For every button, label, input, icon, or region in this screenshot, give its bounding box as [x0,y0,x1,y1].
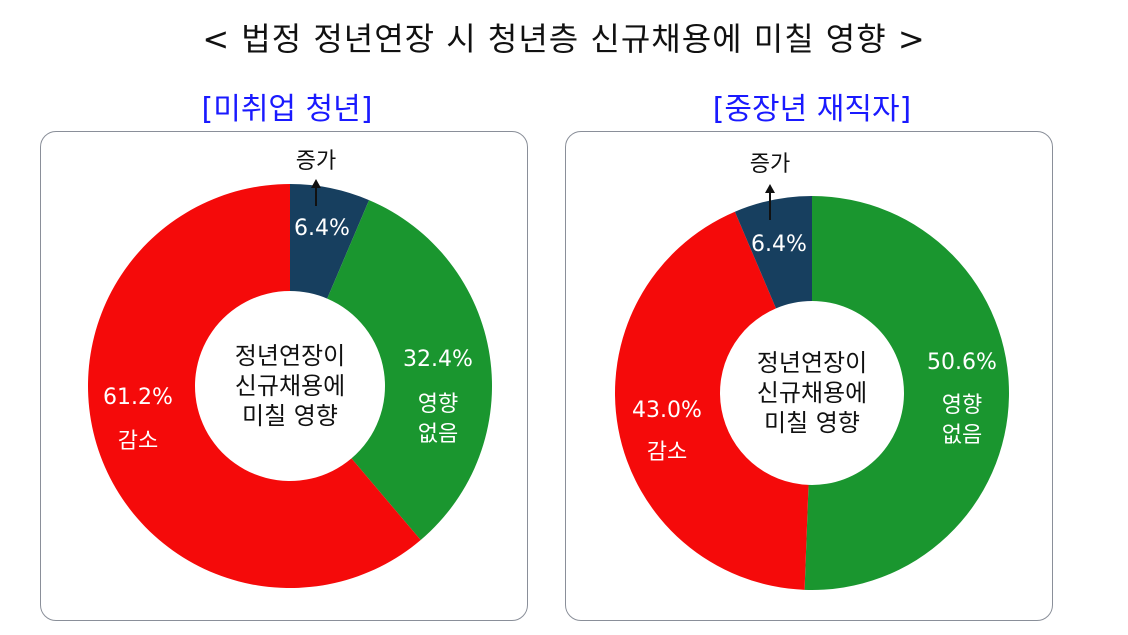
chart-2-slice-2 [615,211,809,590]
chart-2-subtitle: [중장년 재직자] [712,92,912,127]
chart-1-slice-1 [290,184,370,299]
chart-2-slice-2-label: 감소 [647,440,687,465]
chart-1-increase-value: 6.4% [294,216,350,241]
chart-1-slice-3-value: 61.2% [103,385,173,410]
chart-1-increase-label: 증가 [296,149,336,174]
chart-1-center-label: 정년연장이 신규채용에 미칠 영향 [235,342,345,430]
page-title: < 법정 정년연장 시 청년층 신규채용에 미칠 영향 > [202,20,926,58]
chart-1-increase-arrow-head [311,179,321,188]
chart-2-center-label: 정년연장이 신규채용에 미칠 영향 [757,349,867,437]
chart-2-slice-1-value: 50.6% [927,350,997,375]
chart-2-slice-1 [804,196,1009,591]
chart-2-increase-arrow-head [765,184,775,193]
chart-1-center [196,292,384,480]
chart-2-center [721,302,903,484]
chart-1-slice-2-label: 영향 없음 [418,392,458,447]
chart-2-slice-2-value: 43.0% [632,398,702,423]
chart-2-slice-3 [734,196,812,309]
chart-1-slice-2-value: 32.4% [403,347,473,372]
chart-1-slice-3 [87,184,421,588]
chart-1-slice-3-label: 감소 [118,429,158,454]
chart-2-increase-label: 증가 [750,152,790,177]
chart-2-increase-value: 6.4% [751,232,807,257]
chart-2-slice-1-label: 영향 없음 [942,393,982,448]
chart-1-subtitle: [미취업 청년] [201,92,373,127]
chart-1-slice-2 [327,200,492,541]
